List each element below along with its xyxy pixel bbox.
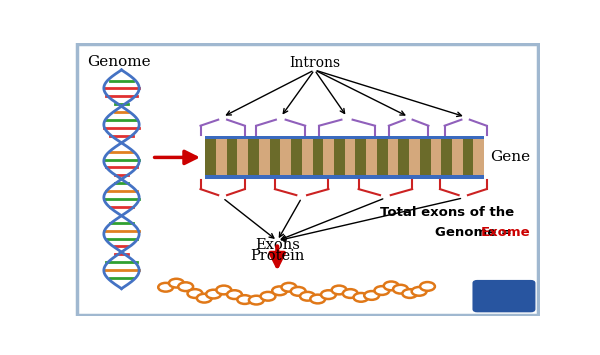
Circle shape [343,289,358,298]
Circle shape [393,285,408,294]
Bar [463,140,473,175]
Circle shape [403,289,417,298]
Circle shape [412,287,427,296]
Text: Total exons of the: Total exons of the [380,206,514,219]
Bar [248,140,259,175]
Circle shape [281,283,296,291]
Text: .com: .com [496,300,512,305]
Bar [205,136,484,179]
Circle shape [188,289,202,298]
Bar [227,140,238,175]
Circle shape [249,296,264,305]
Circle shape [217,286,231,294]
Circle shape [374,286,389,295]
Circle shape [158,283,173,291]
Bar [420,140,431,175]
Circle shape [291,287,305,296]
Text: Protein: Protein [250,248,304,263]
Circle shape [321,290,336,299]
Circle shape [169,279,184,288]
Bar [205,136,484,140]
Bar [205,140,216,175]
Circle shape [178,282,193,291]
Bar [313,140,323,175]
Text: Genome: Genome [86,55,150,69]
Bar [334,140,344,175]
Circle shape [310,295,325,304]
Circle shape [227,290,242,299]
Circle shape [364,291,379,300]
Circle shape [197,294,212,302]
Circle shape [353,293,368,302]
Text: Between: Between [487,294,521,300]
Text: Difference: Difference [483,288,524,294]
Bar [269,140,280,175]
Circle shape [300,292,315,301]
Bar [291,140,302,175]
Text: Introns: Introns [289,56,340,70]
Circle shape [260,292,275,301]
Bar [205,175,484,179]
Text: Exons: Exons [255,238,300,252]
Bar [398,140,409,175]
Circle shape [420,282,435,291]
FancyBboxPatch shape [473,281,535,311]
Bar [377,140,388,175]
Bar [355,140,366,175]
Text: Exome: Exome [481,226,530,239]
Text: Genome =: Genome = [436,226,517,239]
Circle shape [272,286,287,295]
Circle shape [332,286,347,294]
Bar [441,140,452,175]
Circle shape [237,295,252,304]
Text: Gene: Gene [490,151,530,164]
Circle shape [206,290,221,299]
Circle shape [384,282,398,290]
